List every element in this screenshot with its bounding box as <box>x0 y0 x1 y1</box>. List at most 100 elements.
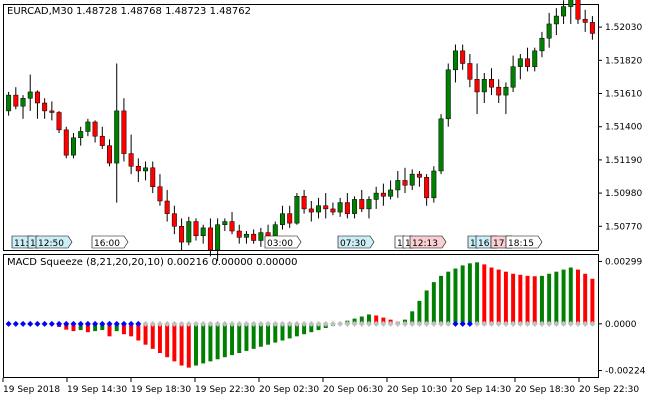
histogram-bar <box>215 323 220 360</box>
squeeze-dot <box>279 320 286 327</box>
time-marker[interactable]: 16:00 <box>91 235 129 249</box>
squeeze-dot <box>178 320 185 327</box>
candle <box>589 22 595 34</box>
time-marker[interactable]: 18:15 <box>505 235 543 249</box>
squeeze-dot <box>546 320 553 327</box>
squeeze-dot <box>207 320 214 327</box>
time-tick-label: 20 Sep 02:30 <box>259 385 319 395</box>
squeeze-dot <box>466 320 473 327</box>
histogram-bar <box>359 316 364 324</box>
candle <box>200 227 206 237</box>
histogram-bar <box>251 323 256 349</box>
squeeze-dot <box>77 320 84 327</box>
histogram-bar <box>71 323 76 332</box>
squeeze-dot <box>200 320 207 327</box>
candle <box>272 224 278 238</box>
histogram-bar <box>561 269 566 324</box>
time-tick-label: 20 Sep 22:30 <box>579 385 639 395</box>
candle <box>503 86 509 96</box>
candle <box>34 91 40 104</box>
candle <box>243 233 249 238</box>
candle <box>539 37 545 52</box>
squeeze-dot <box>142 320 149 327</box>
squeeze-dot <box>156 320 163 327</box>
squeeze-dot <box>164 320 171 327</box>
time-marker-label: 1 <box>30 239 36 249</box>
squeeze-dot <box>27 320 34 327</box>
squeeze-dot <box>488 320 495 327</box>
candle <box>489 79 494 88</box>
time-marker-shape <box>337 235 375 249</box>
squeeze-dot <box>243 320 250 327</box>
squeeze-dot <box>329 320 336 327</box>
candle <box>366 199 372 210</box>
candle <box>359 199 365 210</box>
candle <box>561 6 567 17</box>
time-marker-shape <box>409 235 447 249</box>
squeeze-dot <box>502 320 509 327</box>
histogram-bar <box>554 271 559 324</box>
candle <box>85 121 91 132</box>
candle <box>150 167 156 188</box>
candle <box>6 94 12 112</box>
time-marker[interactable]: 12:13 <box>409 235 447 249</box>
time-marker-label: 12:50 <box>38 239 64 249</box>
time-marker[interactable]: 07:30 <box>337 235 375 249</box>
indicator-title: MACD Squeeze (8,21,20,20,10) 0.00216 0.0… <box>7 257 297 268</box>
candle <box>92 121 98 137</box>
time-tick-label: 19 Sep 22:30 <box>195 385 255 395</box>
squeeze-dot <box>308 320 315 327</box>
time-marker[interactable]: 03:00 <box>264 235 302 249</box>
squeeze-dot <box>409 320 416 327</box>
time-axis: 19 Sep 2018 19 Sep 14:30 19 Sep 18:30 19 Se… <box>2 378 639 395</box>
squeeze-dot <box>56 320 63 327</box>
squeeze-dot <box>531 320 538 327</box>
squeeze-dot <box>229 320 236 327</box>
squeeze-dot <box>423 320 430 327</box>
candle <box>251 233 257 241</box>
candle <box>143 167 149 172</box>
candle <box>467 63 473 80</box>
squeeze-dot <box>452 320 459 327</box>
candle <box>431 170 437 199</box>
candle <box>179 226 185 243</box>
histogram-bar <box>230 323 235 356</box>
squeeze-dot <box>135 320 142 327</box>
time-marker[interactable]: 12:50 <box>35 235 73 249</box>
indicator-tick-label: -0.00224 <box>605 367 646 377</box>
squeeze-dot <box>20 320 27 327</box>
histogram-bar <box>201 323 206 364</box>
candle <box>474 79 480 93</box>
squeeze-dot <box>286 320 293 327</box>
indicator-panel[interactable] <box>3 254 599 378</box>
candle <box>373 192 379 200</box>
squeeze-dot <box>257 320 264 327</box>
histogram-bar <box>222 323 227 358</box>
time-tick-label: 19 Sep 18:30 <box>131 385 191 395</box>
histogram-bar <box>366 314 371 324</box>
time-tick-label: 20 Sep 10:30 <box>387 385 447 395</box>
histogram-bar <box>439 275 444 324</box>
squeeze-dot <box>387 320 394 327</box>
squeeze-dot <box>416 320 423 327</box>
histogram-bar <box>453 268 458 324</box>
histogram-bar <box>424 290 429 324</box>
indicator-axis: 0.00299 0.0000 -0.00224 <box>598 257 646 377</box>
candle <box>63 129 69 156</box>
histogram-bar <box>460 265 465 324</box>
histogram-bar <box>266 323 271 345</box>
histogram-bar <box>150 323 155 349</box>
squeeze-dot <box>99 320 106 327</box>
histogram-bar <box>194 323 198 366</box>
histogram-bar <box>446 271 451 324</box>
time-tick-label: 20 Sep 06:30 <box>323 385 383 395</box>
candle <box>99 135 105 146</box>
histogram-bar <box>518 274 523 324</box>
candle <box>114 110 120 164</box>
candle <box>424 177 430 199</box>
squeeze-dot <box>192 320 199 327</box>
squeeze-dot <box>12 320 19 327</box>
histogram-bar <box>496 269 501 324</box>
ohlc-readout: 1.48728 1.48768 1.48723 1.48762 <box>76 6 251 17</box>
